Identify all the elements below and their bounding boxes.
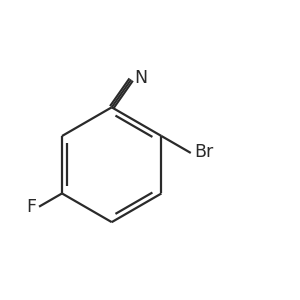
Text: Br: Br: [194, 143, 214, 161]
Text: F: F: [26, 198, 36, 216]
Text: N: N: [135, 69, 148, 87]
